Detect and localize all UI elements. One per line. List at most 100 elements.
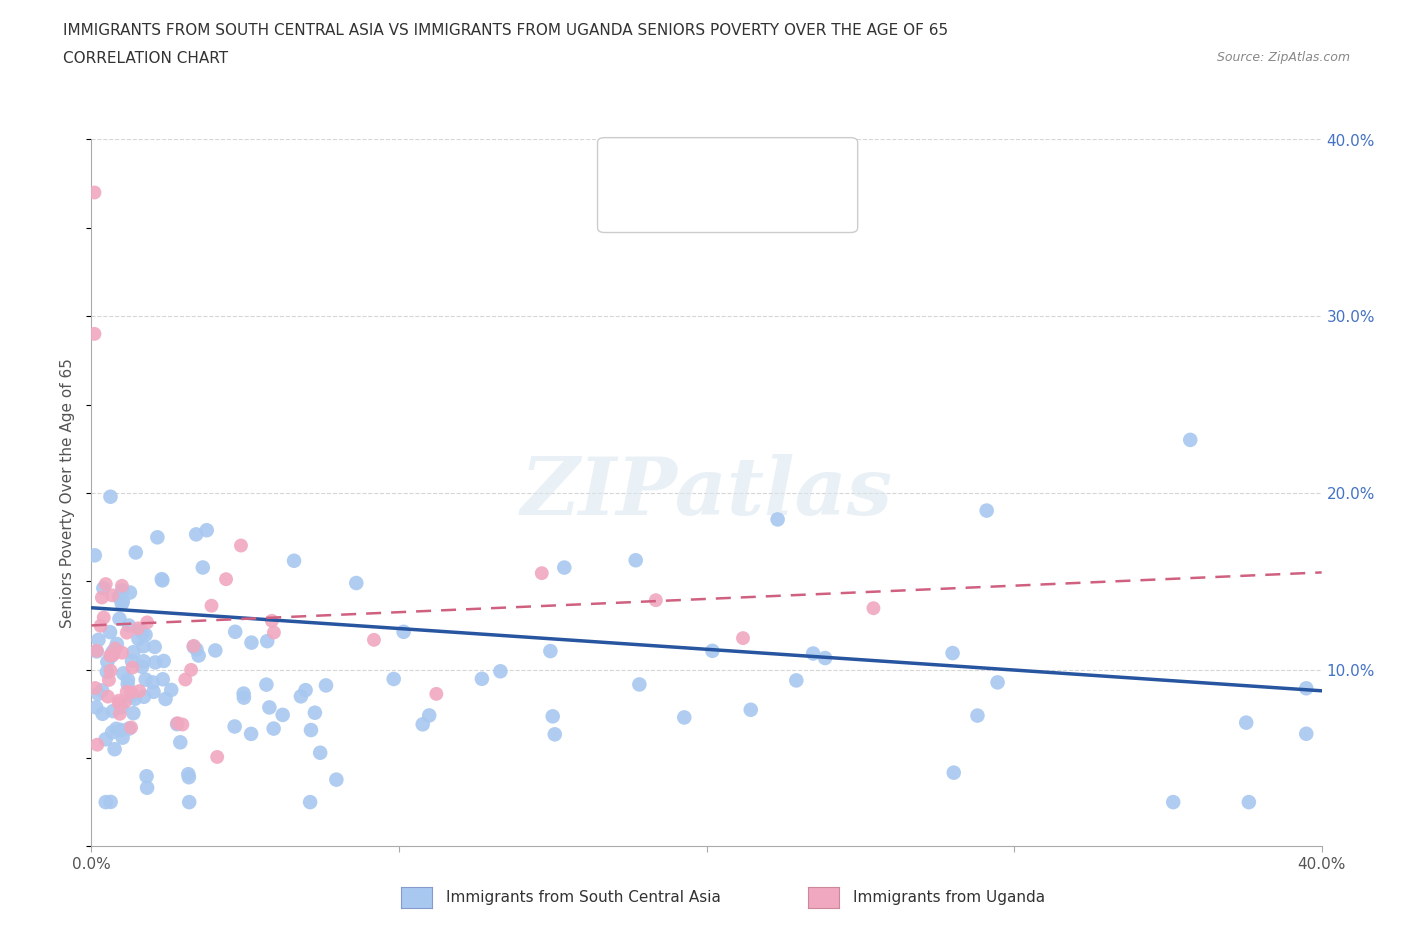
Point — [155, 692, 177, 707]
Point — [100, 489, 122, 504]
Point — [131, 626, 153, 641]
Point — [105, 722, 128, 737]
Point — [271, 708, 294, 723]
Point — [124, 691, 146, 706]
Bar — [617, 152, 641, 181]
Point — [111, 583, 134, 598]
Point — [232, 686, 254, 701]
Point — [118, 618, 141, 633]
Point — [108, 693, 131, 708]
Point — [987, 675, 1010, 690]
Point — [96, 655, 118, 670]
Point — [84, 700, 107, 715]
Point — [114, 695, 136, 710]
Point — [942, 765, 965, 780]
Point — [98, 625, 121, 640]
Point — [146, 530, 169, 545]
Point — [392, 624, 415, 639]
Point — [142, 684, 165, 699]
Point — [83, 326, 105, 341]
Text: -0.140: -0.140 — [682, 159, 731, 174]
Point — [110, 723, 132, 737]
Point — [105, 636, 128, 651]
Point — [183, 639, 205, 654]
Point — [1295, 726, 1317, 741]
Point — [412, 717, 434, 732]
Point — [121, 660, 143, 675]
Point — [160, 683, 183, 698]
Point — [152, 654, 174, 669]
Point — [115, 684, 138, 699]
Point — [224, 624, 246, 639]
Point — [131, 659, 153, 674]
Point — [97, 689, 120, 704]
Point — [111, 645, 134, 660]
Point — [136, 780, 159, 795]
Point — [93, 581, 115, 596]
Point — [152, 671, 174, 686]
Point — [976, 503, 998, 518]
Point — [108, 611, 131, 626]
Point — [86, 644, 108, 658]
Point — [418, 708, 440, 723]
Point — [90, 591, 112, 605]
Point — [104, 641, 127, 656]
Point — [294, 683, 316, 698]
Point — [83, 185, 105, 200]
Point — [135, 769, 157, 784]
Point — [801, 646, 824, 661]
Point — [94, 577, 117, 591]
Point — [186, 527, 208, 542]
Point — [96, 665, 118, 680]
Point — [101, 644, 124, 659]
Point — [191, 560, 214, 575]
Point — [1180, 432, 1202, 447]
Point — [1295, 681, 1317, 696]
Point — [187, 648, 209, 663]
Point — [862, 601, 884, 616]
Point — [104, 642, 127, 657]
Point — [309, 745, 332, 760]
Point — [86, 737, 108, 752]
Point — [553, 560, 575, 575]
Text: N =: N = — [744, 196, 778, 211]
Point — [94, 732, 117, 747]
Point — [766, 512, 789, 527]
Point — [172, 717, 194, 732]
Point — [94, 794, 117, 809]
Point — [84, 681, 107, 696]
Point — [100, 648, 122, 663]
Point — [966, 708, 988, 723]
Text: R =: R = — [652, 159, 685, 174]
Point — [180, 662, 202, 677]
Point — [132, 639, 155, 654]
Point — [644, 592, 666, 607]
Point — [204, 643, 226, 658]
Text: 129: 129 — [773, 159, 803, 174]
Point — [150, 573, 173, 588]
Point — [283, 553, 305, 568]
Point — [118, 721, 141, 736]
Y-axis label: Seniors Poverty Over the Age of 65: Seniors Poverty Over the Age of 65 — [60, 358, 76, 628]
Point — [97, 672, 120, 687]
Point — [260, 614, 283, 629]
Bar — [617, 189, 641, 219]
Text: Immigrants from Uganda: Immigrants from Uganda — [853, 890, 1045, 905]
Point — [101, 647, 124, 662]
Point — [166, 717, 188, 732]
Point — [87, 686, 110, 701]
Point — [363, 632, 385, 647]
Point — [263, 721, 285, 736]
Point — [127, 621, 149, 636]
Point — [127, 631, 149, 646]
Point — [117, 672, 139, 687]
Point — [91, 683, 114, 698]
Point — [122, 644, 145, 659]
Point — [628, 677, 651, 692]
Point — [83, 548, 105, 563]
Point — [143, 655, 166, 670]
Point — [121, 654, 143, 669]
Point — [111, 594, 134, 609]
Point — [304, 705, 326, 720]
Point — [115, 625, 138, 640]
